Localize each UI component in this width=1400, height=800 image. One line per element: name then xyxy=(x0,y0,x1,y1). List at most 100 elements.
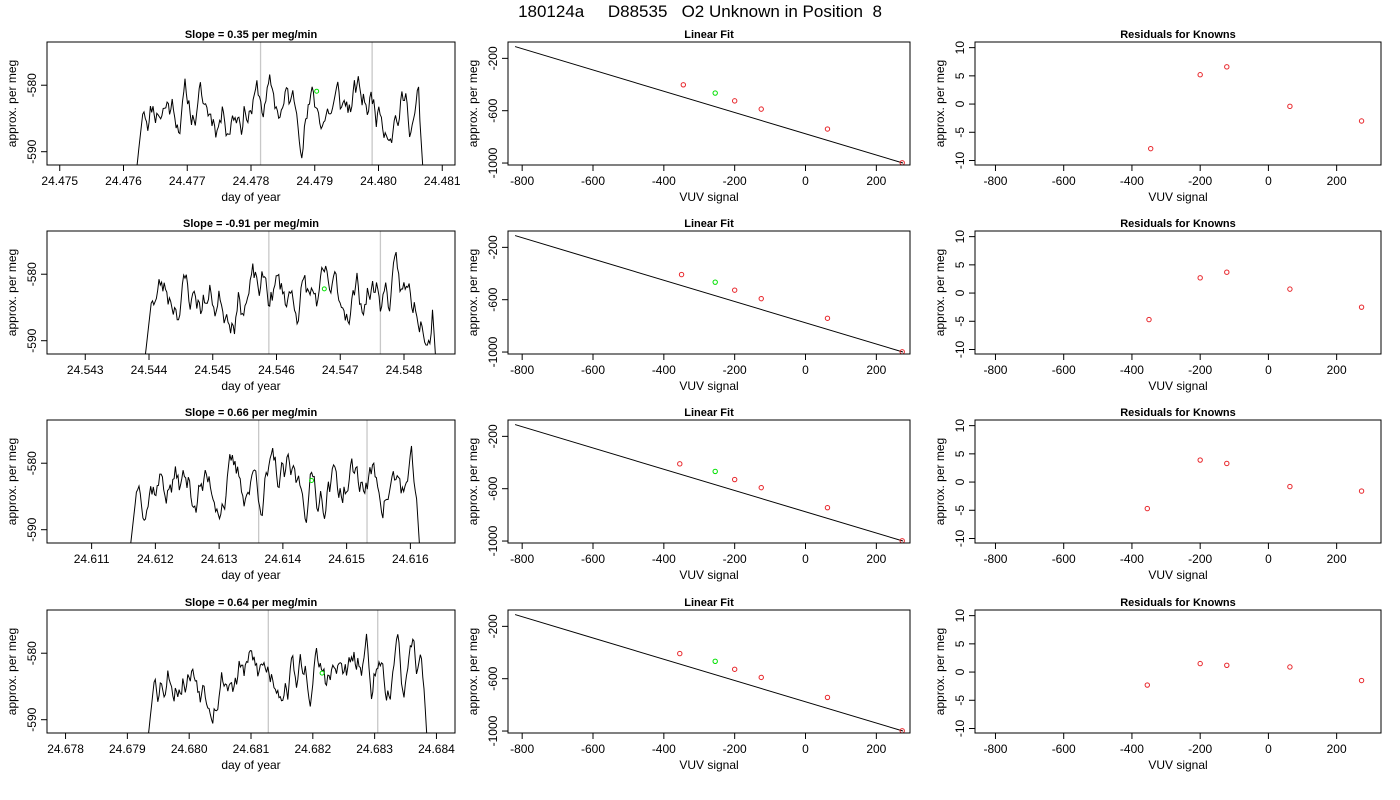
x-tick-label: -800 xyxy=(510,363,534,377)
x-tick-label: 200 xyxy=(866,363,886,377)
x-tick-label: -200 xyxy=(1188,552,1212,566)
y-axis-label: approx. per meg xyxy=(933,438,947,525)
unknown-point xyxy=(712,279,718,285)
x-tick-label: 24.545 xyxy=(194,363,231,377)
x-tick-label: 24.682 xyxy=(294,742,331,756)
known-point xyxy=(1358,118,1365,124)
x-tick-label: -600 xyxy=(581,174,605,188)
x-tick-label: 24.612 xyxy=(137,552,174,566)
plot-frame xyxy=(46,609,456,734)
chart-timeseries-0: Slope = 0.35 per meg/min day of year appro… xyxy=(5,29,461,204)
y-tick-label: -1000 xyxy=(486,147,500,178)
chart-title: Residuals for Knowns xyxy=(1120,407,1236,419)
known-point xyxy=(731,98,738,104)
x-tick-label: -400 xyxy=(1120,552,1144,566)
x-tick-label: 24.614 xyxy=(265,552,302,566)
x-tick-label: -600 xyxy=(1052,174,1076,188)
y-axis-label: approx. per meg xyxy=(5,438,19,525)
x-tick-label: -400 xyxy=(652,742,676,756)
x-tick-label: 24.684 xyxy=(418,742,455,756)
y-axis-label: approx. per meg xyxy=(466,60,480,147)
known-point xyxy=(758,674,764,681)
chart-residuals-2: Residuals for Knowns VUV signal approx. pe… xyxy=(933,407,1382,582)
chart-title: Linear Fit xyxy=(684,597,734,609)
known-point xyxy=(1197,72,1203,78)
y-tick-label: -5 xyxy=(953,695,967,706)
x-tick-label: 0 xyxy=(1265,174,1272,188)
y-tick-label: -200 xyxy=(486,424,500,448)
x-tick-label: 0 xyxy=(802,742,809,756)
x-tick-label: 0 xyxy=(802,552,809,566)
x-tick-label: -600 xyxy=(581,552,605,566)
fit-line xyxy=(514,424,904,542)
known-point xyxy=(758,106,764,112)
x-tick-label: 24.546 xyxy=(258,363,295,377)
known-point xyxy=(824,694,831,701)
y-tick-label: -580 xyxy=(25,641,39,665)
y-tick-label: -200 xyxy=(486,46,500,70)
y-tick-label: 0 xyxy=(953,478,967,485)
y-tick-label: -10 xyxy=(953,151,967,169)
plot-frame xyxy=(507,230,911,355)
chart-title: Linear Fit xyxy=(684,407,734,419)
x-tick-label: 24.478 xyxy=(233,174,270,188)
x-tick-label: -400 xyxy=(1120,363,1144,377)
known-point xyxy=(1224,460,1230,467)
y-axis-label: approx. per meg xyxy=(5,60,19,147)
x-tick-label: -800 xyxy=(983,742,1007,756)
x-tick-label: 24.679 xyxy=(109,742,146,756)
x-axis-label: day of year xyxy=(221,568,280,582)
plot-frame xyxy=(507,41,911,166)
plot-frame xyxy=(507,419,911,544)
unknown-marker xyxy=(309,478,315,484)
known-point xyxy=(1144,505,1150,512)
y-tick-label: 5 xyxy=(953,640,967,647)
known-point xyxy=(1148,145,1154,152)
x-tick-label: -200 xyxy=(1188,174,1212,188)
y-axis-label: approx. per meg xyxy=(5,249,19,336)
y-tick-label: 5 xyxy=(953,450,967,457)
known-point xyxy=(1224,269,1230,275)
x-tick-label: 200 xyxy=(1327,742,1347,756)
chart-title: Residuals for Knowns xyxy=(1120,29,1236,41)
chart-timeseries-1: Slope = -0.91 per meg/min day of year appr… xyxy=(5,218,456,393)
y-tick-label: -5 xyxy=(953,505,967,516)
known-point xyxy=(1197,275,1203,281)
known-point xyxy=(1197,660,1203,667)
x-tick-label: 24.543 xyxy=(67,363,104,377)
known-point xyxy=(680,82,687,88)
x-tick-label: 24.681 xyxy=(233,742,270,756)
known-point xyxy=(758,484,764,491)
x-axis-label: VUV signal xyxy=(1148,758,1207,772)
known-point xyxy=(1287,664,1293,670)
unknown-marker xyxy=(314,88,320,94)
x-tick-label: -400 xyxy=(652,552,676,566)
x-tick-label: 24.477 xyxy=(169,174,206,188)
x-tick-label: 24.547 xyxy=(322,363,359,377)
timeseries-trace xyxy=(148,633,428,733)
chart-title: Linear Fit xyxy=(684,29,734,41)
y-axis-label: approx. per meg xyxy=(933,60,947,147)
page-title: 180124a D88535 O2 Unknown in Position 8 xyxy=(518,2,882,21)
known-point xyxy=(1358,304,1365,310)
chart-residuals-1: Residuals for Knowns VUV signal approx. pe… xyxy=(933,218,1382,393)
y-tick-label: -600 xyxy=(486,287,500,311)
x-tick-label: 24.479 xyxy=(296,174,333,188)
y-tick-label: 10 xyxy=(953,609,967,623)
y-tick-label: -600 xyxy=(486,666,500,690)
x-tick-label: -400 xyxy=(1120,742,1144,756)
x-tick-label: -600 xyxy=(581,742,605,756)
x-tick-label: -600 xyxy=(1052,552,1076,566)
known-point xyxy=(758,295,764,302)
y-tick-label: -1000 xyxy=(486,715,500,746)
timeseries-trace xyxy=(144,251,436,354)
x-tick-label: 24.613 xyxy=(201,552,238,566)
x-axis-label: VUV signal xyxy=(1148,379,1207,393)
known-point xyxy=(731,287,738,293)
plot-frame xyxy=(507,609,911,734)
x-tick-label: -800 xyxy=(983,552,1007,566)
